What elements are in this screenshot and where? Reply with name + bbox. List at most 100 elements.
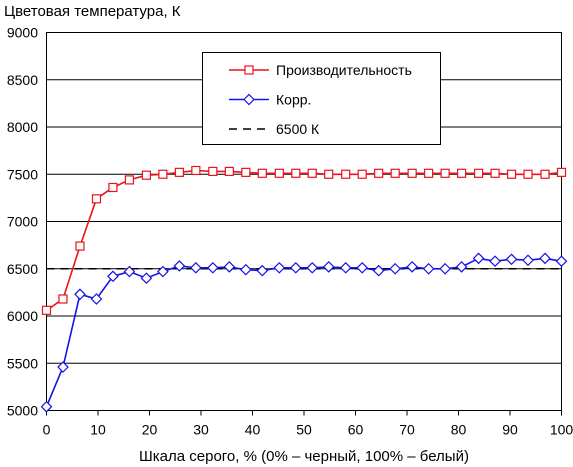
x-axis-title: Шкала серого, % (0% – черный, 100% – бел… — [139, 448, 469, 465]
x-tick-label: 30 — [193, 422, 209, 438]
data-point — [357, 169, 367, 179]
data-point — [90, 293, 103, 305]
data-point — [341, 169, 351, 179]
data-point — [224, 166, 234, 177]
data-point — [190, 261, 202, 274]
y-tick-label: 5500 — [7, 355, 38, 371]
x-tick-label: 10 — [90, 422, 106, 438]
y-tick-label: 6000 — [7, 308, 38, 324]
x-tick-label: 100 — [550, 422, 573, 438]
data-point — [58, 294, 68, 304]
data-point — [244, 65, 254, 75]
series-layer — [40, 165, 568, 413]
data-point — [422, 262, 435, 275]
data-point — [223, 261, 236, 273]
data-point — [157, 265, 169, 278]
data-point — [372, 264, 385, 277]
legend-label: 6500 К — [276, 121, 320, 137]
data-point — [74, 288, 86, 301]
data-point — [307, 168, 317, 178]
data-point — [243, 93, 255, 106]
data-point — [291, 168, 301, 178]
data-point — [505, 253, 518, 266]
data-point — [107, 270, 119, 283]
data-point — [241, 167, 251, 177]
data-point — [174, 167, 184, 177]
data-point — [206, 261, 219, 274]
data-point — [455, 261, 468, 273]
data-point — [556, 167, 567, 177]
data-point — [75, 241, 85, 251]
data-point — [374, 168, 384, 178]
data-point — [273, 261, 286, 274]
data-point — [124, 175, 135, 185]
data-point — [256, 264, 269, 277]
x-tick-label: 40 — [245, 422, 261, 438]
x-tick-label: 50 — [296, 422, 312, 438]
data-point — [506, 169, 517, 179]
data-point — [407, 168, 417, 178]
data-point — [274, 168, 284, 178]
data-point — [539, 252, 551, 265]
data-point — [91, 194, 102, 204]
data-point — [424, 168, 434, 178]
data-point — [523, 169, 533, 179]
series-line — [45, 257, 562, 408]
data-point — [306, 261, 319, 274]
data-point — [123, 265, 136, 278]
x-tick-label: 90 — [502, 422, 518, 438]
y-tick-label: 8500 — [7, 72, 38, 88]
legend-label: Корр. — [276, 92, 311, 108]
data-point — [257, 168, 267, 178]
data-point — [456, 168, 467, 178]
y-tick-label: 6500 — [7, 261, 38, 277]
data-point — [108, 182, 118, 193]
data-point — [555, 255, 568, 268]
data-point — [339, 261, 352, 274]
series-1 — [40, 252, 568, 413]
legend-label: Производительность — [276, 62, 412, 78]
data-point — [322, 261, 335, 273]
y-tick-label: 8000 — [7, 119, 38, 135]
legend-box — [202, 52, 441, 145]
data-point — [389, 262, 402, 275]
data-point — [158, 169, 168, 179]
data-point — [324, 169, 334, 179]
data-point — [522, 254, 534, 267]
x-tick-label: 70 — [399, 422, 415, 438]
data-point — [472, 252, 485, 265]
data-point — [41, 305, 52, 315]
y-tick-label: 9000 — [7, 25, 38, 41]
data-point — [173, 260, 186, 272]
data-point — [40, 400, 53, 413]
data-point — [191, 165, 201, 176]
data-point — [406, 261, 418, 273]
data-point — [289, 261, 302, 274]
data-point — [440, 168, 450, 178]
data-point — [490, 168, 500, 178]
y-tick-label: 5000 — [7, 403, 38, 419]
data-point — [473, 168, 484, 178]
y-tick-label: 7500 — [7, 166, 38, 182]
data-point — [356, 261, 369, 274]
x-tick-label: 20 — [142, 422, 158, 438]
x-tick-label: 60 — [348, 422, 364, 438]
series-line — [46, 169, 562, 311]
data-point — [390, 168, 400, 178]
x-tick-label: 0 — [43, 422, 51, 438]
data-point — [141, 170, 152, 180]
series-0 — [41, 165, 567, 315]
data-point — [208, 166, 218, 177]
y-tick-label: 7000 — [7, 214, 38, 230]
legend: Производительность Корр. 6500 К — [202, 52, 441, 145]
data-point — [57, 361, 69, 373]
y-axis: 5000 5500 6000 6500 7000 7500 8000 8500 9000 — [7, 25, 38, 419]
data-point — [489, 255, 501, 268]
data-point — [439, 262, 451, 275]
x-axis: 0 10 20 30 40 50 60 70 80 90 100 — [43, 410, 573, 438]
x-tick-label: 80 — [451, 422, 467, 438]
y-axis-title: Цветовая температура, К — [4, 3, 181, 20]
data-point — [540, 169, 550, 179]
data-point — [140, 272, 153, 285]
